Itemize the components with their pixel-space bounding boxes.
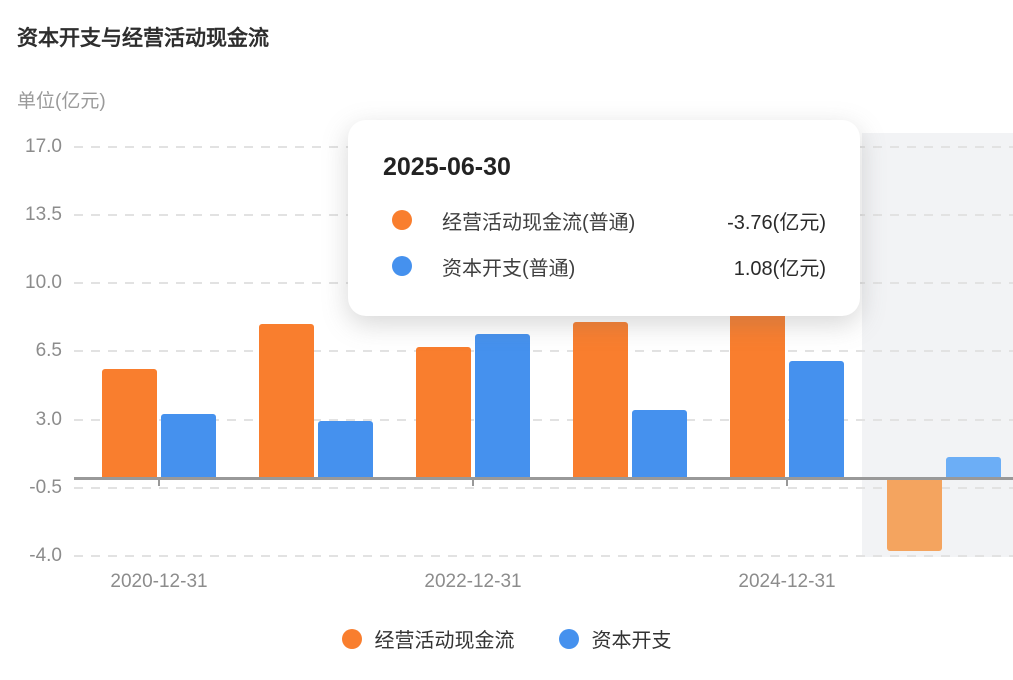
bar-operating-cash-flow-2021-12-31[interactable] — [259, 323, 314, 478]
bar-operating-cash-flow-2024-12-31[interactable] — [730, 310, 785, 478]
bar-capex-2023-12-31[interactable] — [632, 409, 687, 478]
legend-marker-icon — [341, 628, 362, 649]
bar-capex-2020-12-31[interactable] — [161, 413, 216, 478]
x-axis-tick — [472, 480, 474, 486]
y-axis-tick-label: -0.5 — [29, 476, 62, 498]
tooltip: 2025-06-30 经营活动现金流(普通) -3.76(亿元) 资本开支(普通) 1… — [348, 120, 860, 316]
legend: 经营活动现金流 资本开支 — [0, 624, 1013, 653]
tooltip-series-label: 资本开支(普通) — [442, 257, 576, 280]
legend-item-经营活动现金流[interactable]: 经营活动现金流 — [341, 624, 515, 653]
chart-title: 资本开支与经营活动现金流 — [17, 27, 269, 50]
bar-capex-2024-12-31[interactable] — [789, 361, 844, 478]
tooltip-series-value: -3.76(亿元) — [727, 211, 826, 234]
series-marker-icon — [392, 256, 412, 276]
y-axis-tick-label: 6.5 — [35, 340, 62, 362]
y-axis-tick-label: 3.0 — [35, 408, 62, 430]
grid-line — [74, 418, 1013, 421]
bar-operating-cash-flow-2023-12-31[interactable] — [573, 322, 628, 478]
x-axis-label: 2022-12-31 — [424, 571, 522, 592]
grid-line — [74, 486, 1013, 489]
tooltip-rows: 经营活动现金流(普通) -3.76(亿元) 资本开支(普通) 1.08(亿元) — [383, 197, 826, 289]
y-axis-tick-label: 10.0 — [25, 272, 62, 293]
legend-label: 资本开支 — [591, 630, 672, 652]
tooltip-series-label: 经营活动现金流(普通) — [442, 211, 636, 234]
legend-item-资本开支[interactable]: 资本开支 — [558, 624, 672, 653]
x-axis-line — [74, 477, 1013, 480]
bar-capex-2025-06-30[interactable] — [946, 456, 1001, 478]
legend-marker-icon — [558, 628, 579, 649]
bar-operating-cash-flow-2025-06-30[interactable] — [887, 478, 942, 552]
x-axis-tick — [786, 480, 788, 486]
tooltip-row: 资本开支(普通) 1.08(亿元) — [383, 243, 826, 289]
bar-operating-cash-flow-2022-12-31[interactable] — [416, 347, 471, 478]
y-axis-tick-label: 13.5 — [25, 203, 62, 225]
y-axis-tick-label: 17.0 — [25, 135, 62, 157]
bar-capex-2021-12-31[interactable] — [318, 421, 373, 478]
tooltip-title: 2025-06-30 — [383, 153, 511, 181]
x-axis-label: 2020-12-31 — [110, 571, 208, 592]
grid-line — [74, 555, 1013, 557]
tooltip-row: 经营活动现金流(普通) -3.76(亿元) — [383, 197, 826, 243]
y-axis-unit-label: 单位(亿元) — [17, 91, 106, 112]
x-axis-tick — [158, 480, 160, 486]
y-axis-tick-label: -4.0 — [29, 545, 62, 566]
bar-operating-cash-flow-2020-12-31[interactable] — [102, 368, 157, 478]
series-marker-icon — [392, 210, 412, 230]
x-axis-label: 2024-12-31 — [738, 571, 836, 592]
legend-label: 经营活动现金流 — [374, 630, 515, 652]
bar-capex-2022-12-31[interactable] — [475, 333, 530, 478]
grid-line — [74, 350, 1013, 353]
tooltip-series-value: 1.08(亿元) — [733, 257, 826, 280]
